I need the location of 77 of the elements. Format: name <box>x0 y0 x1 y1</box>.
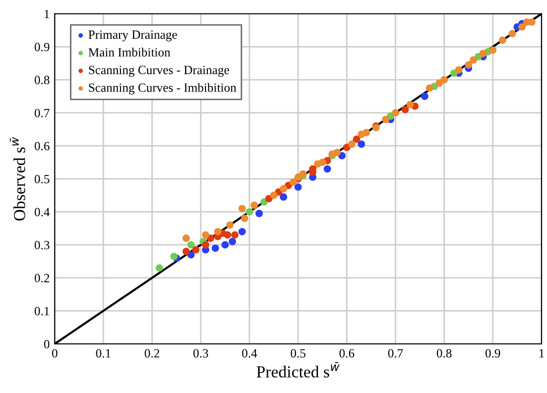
y-tick-label: 0.3 <box>34 240 50 250</box>
point <box>392 109 400 116</box>
point <box>508 30 516 38</box>
point <box>156 264 164 272</box>
point <box>202 241 210 249</box>
point <box>406 100 414 108</box>
point <box>170 252 178 260</box>
point <box>238 228 246 236</box>
point <box>250 202 258 209</box>
point <box>192 246 200 254</box>
point <box>212 244 220 252</box>
x-tick-label: 0.8 <box>436 349 452 358</box>
point <box>270 192 278 199</box>
point <box>421 92 428 100</box>
point <box>318 158 326 166</box>
y-tick-label: 0.4 <box>34 208 50 216</box>
point <box>518 23 526 31</box>
point <box>470 56 478 64</box>
point <box>280 193 288 201</box>
point <box>246 208 254 216</box>
y-tick-label: 0.2 <box>34 274 50 282</box>
point <box>362 128 370 136</box>
x-tick-label: 0.4 <box>242 349 258 358</box>
point <box>202 231 210 239</box>
y-tick-label: 0.1 <box>34 306 50 316</box>
point <box>528 18 536 26</box>
x-tick-label: 0.7 <box>388 349 403 358</box>
y-tick-label: 0.8 <box>34 76 50 84</box>
y-axis-title: Observed s$^{w̄}$ <box>10 137 26 221</box>
point <box>348 140 356 148</box>
point <box>182 248 190 256</box>
point <box>382 116 390 124</box>
point <box>464 61 472 69</box>
point <box>290 178 297 186</box>
point <box>333 148 341 156</box>
point <box>352 136 360 143</box>
point <box>280 185 288 192</box>
point <box>294 183 302 191</box>
point <box>231 231 238 239</box>
point <box>187 241 195 249</box>
y-tick-label: 0.7 <box>34 108 50 118</box>
point <box>455 66 462 74</box>
x-tick-label: 0.1 <box>96 349 110 358</box>
x-tick-label: 0 <box>52 349 58 358</box>
point <box>224 231 232 239</box>
point <box>228 238 236 246</box>
x-tick-label: 0.5 <box>290 349 306 358</box>
x-tick-label: 0.6 <box>339 349 354 358</box>
point <box>402 106 409 114</box>
y-tick-label: 0.9 <box>34 42 50 52</box>
point <box>479 50 487 58</box>
point <box>238 204 246 212</box>
y-tick-label: 0 <box>44 340 50 348</box>
legend-label: Primary Drainage <box>88 30 177 42</box>
point <box>240 214 248 222</box>
point <box>498 36 506 44</box>
y-tick-label: 0.5 <box>34 174 50 184</box>
point <box>255 210 263 218</box>
legend-label: Scanning Curves - Drainage <box>89 66 230 77</box>
point <box>226 221 234 229</box>
point <box>221 241 229 249</box>
x-tick-label: 1 <box>540 349 544 358</box>
point <box>489 46 497 54</box>
point <box>358 140 366 148</box>
point <box>214 228 222 236</box>
x-tick-label: 0.3 <box>193 349 208 358</box>
y-tick-label: 0.6 <box>34 142 50 150</box>
point <box>324 165 331 173</box>
x-tick-label: 0.9 <box>486 349 500 358</box>
point <box>440 76 448 84</box>
legend-label: Main Imbibition <box>88 48 170 57</box>
x-axis-title: Predicted s$^{w̄}$ <box>256 362 340 378</box>
point <box>182 234 190 242</box>
y-tick-label: 1 <box>44 10 50 18</box>
point <box>426 84 434 92</box>
x-tick-label: 0.2 <box>144 349 160 358</box>
legend-label: Scanning Curves - Imbibition <box>89 83 236 94</box>
